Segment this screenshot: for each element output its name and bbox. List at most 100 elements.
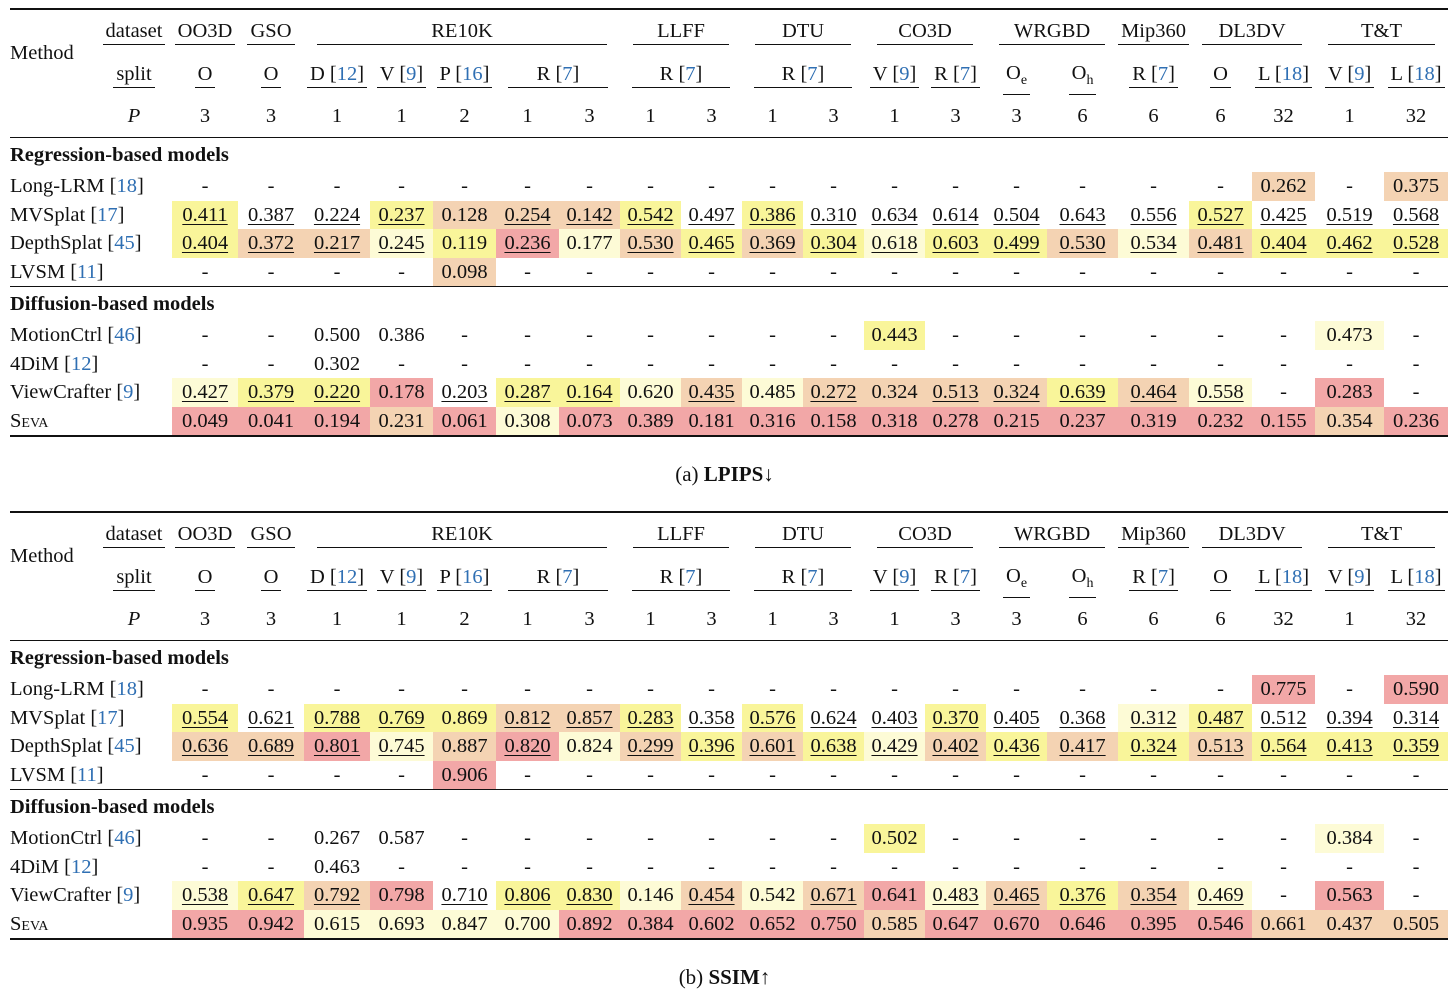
citation-link[interactable]: 7 — [1157, 62, 1169, 85]
metric-cell: - — [524, 175, 531, 198]
citation-link[interactable]: 18 — [1281, 565, 1303, 588]
metric-cell: - — [891, 352, 898, 375]
split-name: D [12] — [304, 555, 370, 598]
citation-link[interactable]: 7 — [959, 565, 971, 588]
citation-link[interactable]: 7 — [685, 62, 696, 85]
citation-link[interactable]: 7 — [562, 565, 573, 588]
citation-link[interactable]: 12 — [70, 352, 92, 375]
section-header-row: Diffusion-based models — [10, 286, 1448, 322]
metric-cell: 0.142 — [559, 200, 620, 230]
metric-cell: 0.483 — [925, 881, 987, 910]
metric-cell: 0.519 — [1315, 201, 1384, 230]
method-name-text: DepthSplat — [10, 735, 103, 758]
p-value: 32 — [1405, 608, 1427, 631]
split-subscript: e — [1020, 576, 1028, 592]
split-name-text: O — [1210, 564, 1231, 591]
citation-link[interactable]: 16 — [462, 62, 483, 85]
citation-link[interactable]: 46 — [114, 324, 135, 347]
metric-value: 0.519 — [1326, 203, 1373, 226]
metric-cell: 0.283 — [620, 703, 681, 733]
citation-link[interactable]: 11 — [77, 763, 97, 786]
citation-link[interactable]: 18 — [116, 678, 137, 701]
citation-link[interactable]: 7 — [959, 62, 971, 85]
split-label: split — [96, 555, 172, 598]
citation-link[interactable]: 18 — [116, 175, 137, 198]
p-value: 3 — [199, 105, 211, 128]
citation-link[interactable]: 7 — [1157, 565, 1169, 588]
citation-link[interactable]: 9 — [123, 884, 134, 907]
dataset-name: CO3D — [864, 9, 986, 52]
split-name-text: D [12] — [306, 564, 368, 591]
split-name-text: R [7] — [508, 61, 608, 88]
p-value: 1 — [522, 608, 533, 631]
citation-link[interactable]: 7 — [807, 62, 818, 85]
citation-link[interactable]: 7 — [685, 565, 696, 588]
citation-link[interactable]: 9 — [899, 62, 910, 85]
metric-cell: 0.217 — [304, 229, 370, 258]
metric-value: 0.454 — [688, 884, 735, 907]
citation-link[interactable]: 9 — [406, 565, 417, 588]
citation-link[interactable]: 16 — [462, 565, 483, 588]
citation-link[interactable]: 46 — [114, 827, 135, 850]
metric-cell: 0.437 — [1315, 909, 1385, 940]
citation-link[interactable]: 9 — [1354, 62, 1365, 85]
metric-cell: 0.405 — [986, 704, 1047, 733]
metric-cell: - — [1150, 827, 1157, 850]
citation-link[interactable]: 45 — [114, 232, 135, 255]
metric-value: 0.792 — [313, 884, 361, 907]
p-value: 3 — [1011, 105, 1022, 128]
dataset-name: WRGBD — [986, 512, 1118, 555]
metric-cell: - — [952, 324, 959, 347]
metric-cell: - — [1079, 260, 1086, 283]
table-row: LVSM [11] - - - - 0.906 - - - - - - - - - - - - - - - — [10, 760, 1448, 790]
split-name: R [7] — [742, 555, 864, 598]
citation-link[interactable]: 9 — [1354, 565, 1365, 588]
split-name: V [9] — [1315, 52, 1384, 95]
citation-link[interactable]: 45 — [114, 735, 135, 758]
metric-value: 0.417 — [1059, 735, 1106, 758]
metric-cell: 0.469 — [1189, 881, 1253, 910]
split-name-text: R [7] — [931, 564, 980, 591]
citation-link[interactable]: 18 — [1414, 565, 1435, 588]
citation-link[interactable]: 18 — [1414, 62, 1435, 85]
citation-link[interactable]: 9 — [123, 381, 134, 404]
citation-link[interactable]: 17 — [97, 203, 118, 226]
metric-cell: - — [891, 678, 898, 701]
method-name: DepthSplat [45] — [10, 735, 142, 758]
table-row: LVSM [11] - - - - 0.098 - - - - - - - - - - - - - - - — [10, 257, 1448, 287]
metric-cell: 0.621 — [238, 704, 304, 733]
metric-cell: 0.224 — [304, 201, 370, 230]
metric-cell: 0.376 — [1047, 881, 1119, 910]
dataset-name: DTU — [742, 9, 864, 52]
citation-link[interactable]: 18 — [1281, 62, 1303, 85]
p-value: 3 — [1011, 608, 1022, 631]
citation-link[interactable]: 7 — [562, 62, 573, 85]
citation-link[interactable]: 11 — [77, 260, 97, 283]
citation-link[interactable]: 12 — [336, 62, 358, 85]
metric-cell: 0.464 — [1118, 378, 1190, 407]
metric-value: 0.217 — [313, 232, 361, 255]
metric-cell: 0.272 — [803, 378, 865, 407]
metric-cell: - — [398, 260, 405, 283]
citation-link[interactable]: 17 — [97, 706, 118, 729]
metric-value: 0.710 — [441, 884, 488, 907]
citation-link[interactable]: 12 — [70, 855, 92, 878]
method-header: Method — [10, 41, 74, 64]
method-name-text: MVSplat — [10, 203, 86, 226]
metric-cell: - — [586, 352, 593, 375]
metric-cell: 0.283 — [1315, 378, 1385, 407]
metric-cell: - — [1013, 763, 1020, 786]
citation-link[interactable]: 9 — [899, 565, 910, 588]
citation-link[interactable]: 7 — [807, 565, 818, 588]
metric-cell: 0.601 — [742, 732, 804, 761]
metric-value: 0.464 — [1130, 381, 1177, 404]
metric-cell: - — [524, 678, 531, 701]
citation-link[interactable]: 9 — [406, 62, 417, 85]
metric-cell: - — [830, 324, 837, 347]
split-name: L [18] — [1252, 555, 1315, 598]
metric-value: 0.462 — [1326, 232, 1373, 255]
metric-cell: - — [952, 175, 959, 198]
split-label-text: split — [113, 61, 155, 88]
citation-link[interactable]: 12 — [336, 565, 358, 588]
method-name: ViewCrafter [9] — [10, 884, 141, 907]
